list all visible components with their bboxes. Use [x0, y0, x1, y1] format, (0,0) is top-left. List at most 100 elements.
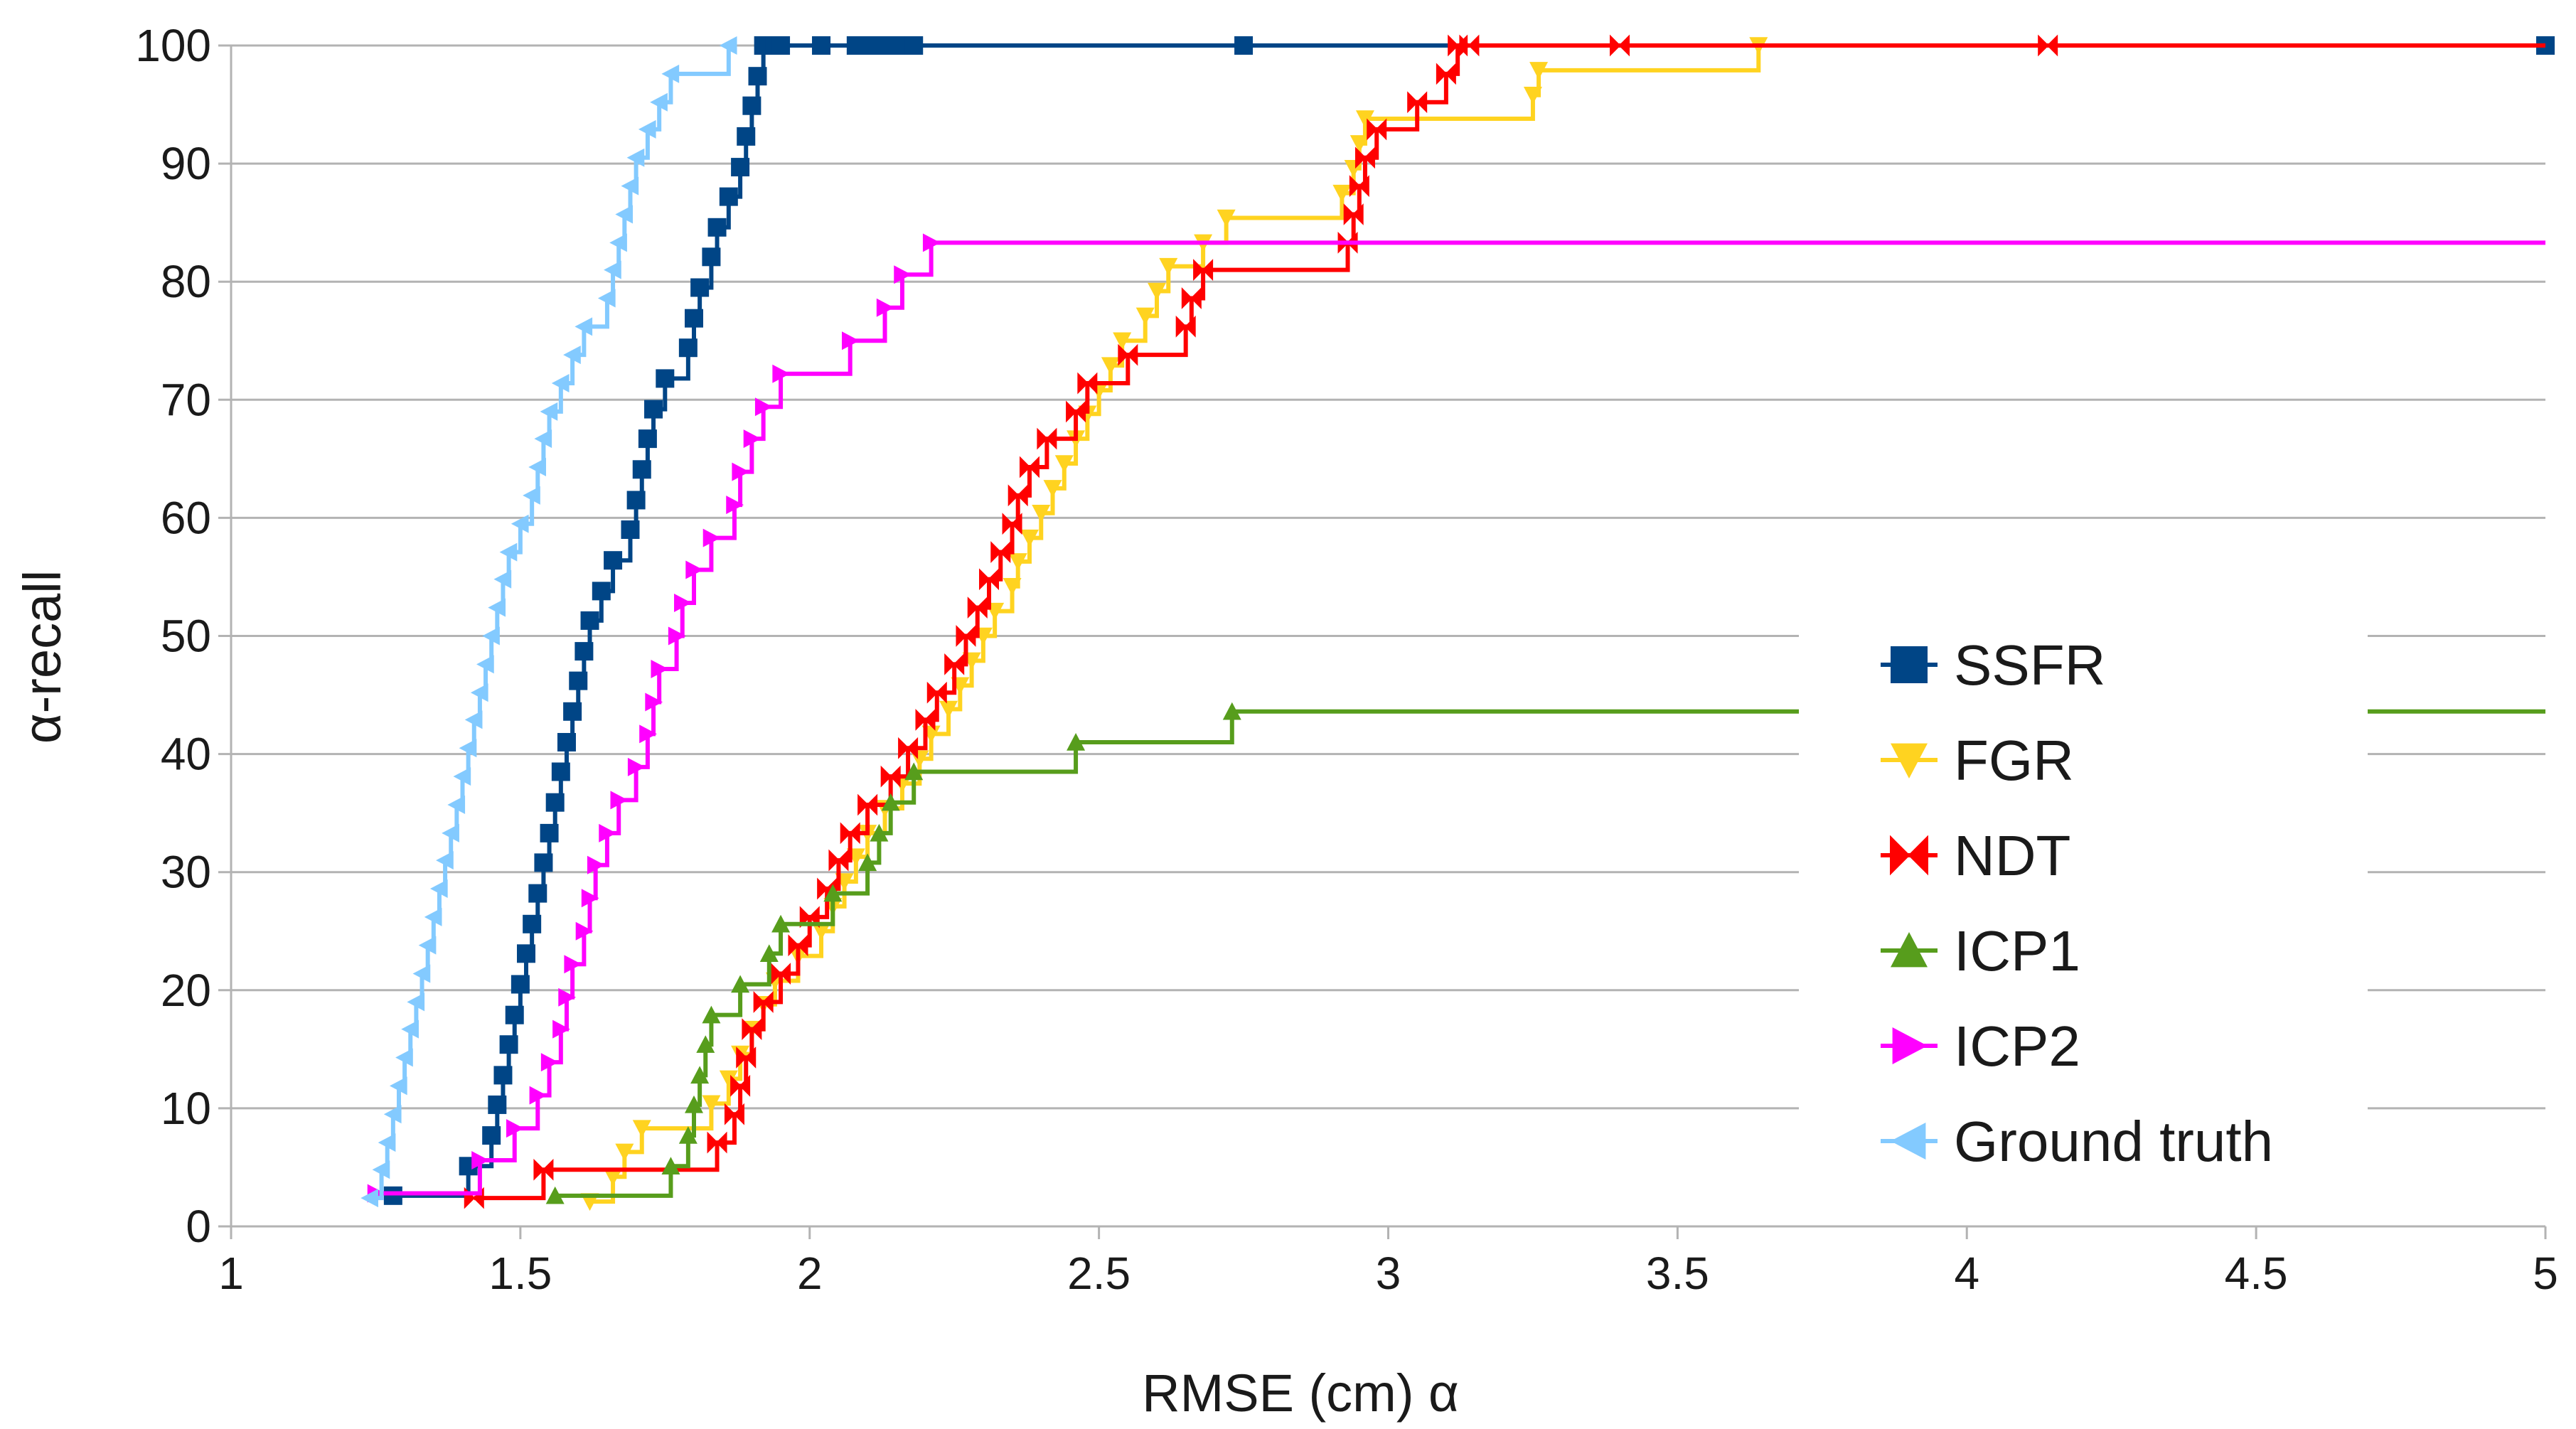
point-ssfr-11	[534, 853, 553, 872]
axes	[218, 44, 2547, 1239]
point-ndt-27	[1037, 427, 1057, 450]
point-fgr-38	[1159, 257, 1178, 276]
point-ground-truth-35	[615, 205, 634, 224]
x-tick-label-4: 4	[1954, 1248, 1979, 1299]
legend-label-fgr: FGR	[1954, 729, 2074, 792]
legend-background	[1799, 626, 2368, 1166]
y-tick-label-10: 10	[161, 1083, 211, 1134]
point-icp1-14	[904, 762, 924, 781]
point-ground-truth-31	[574, 317, 593, 336]
x-tick-label-1.5: 1.5	[488, 1248, 552, 1299]
point-ssfr-34	[731, 158, 750, 177]
point-icp2-15	[645, 692, 663, 712]
point-ground-truth-4	[389, 1076, 407, 1096]
point-ground-truth-10	[424, 907, 442, 926]
point-ground-truth-14	[447, 796, 466, 815]
point-ssfr-21	[604, 551, 623, 570]
point-icp2-1	[471, 1150, 489, 1170]
point-ndt-31	[1175, 315, 1196, 338]
point-ground-truth-25	[523, 486, 540, 505]
point-ssfr-25	[638, 429, 657, 449]
y-tick-label-70: 70	[161, 374, 211, 425]
point-icp2-23	[743, 429, 761, 449]
x-tick-label-3.5: 3.5	[1646, 1248, 1709, 1299]
point-ndt-42	[1459, 34, 1480, 57]
point-ground-truth-34	[609, 233, 627, 252]
point-fgr-43	[1350, 135, 1369, 153]
point-icp2-6	[558, 988, 576, 1007]
point-icp2-24	[754, 397, 773, 417]
y-tick-label-50: 50	[161, 611, 211, 662]
point-icp2-7	[564, 955, 582, 974]
legend-label-ssfr: SSFR	[1954, 633, 2105, 697]
point-icp1-1	[661, 1157, 680, 1174]
x-tick-label-2.5: 2.5	[1067, 1248, 1131, 1299]
point-fgr-27	[1020, 529, 1039, 547]
point-ndt-2	[707, 1131, 727, 1154]
point-ssfr-9	[523, 914, 542, 933]
point-ndt-33	[1193, 259, 1214, 282]
point-fgr-34	[1101, 357, 1120, 375]
point-ground-truth-39	[650, 92, 668, 112]
point-ssfr-49	[904, 36, 924, 55]
series-group	[360, 34, 2555, 1211]
series-line-icp2	[375, 240, 2545, 1196]
point-ssfr-14	[551, 762, 570, 781]
point-icp2-3	[529, 1086, 547, 1105]
point-icp2-2	[506, 1119, 524, 1138]
point-ndt-22	[979, 568, 1000, 591]
point-ndt-16	[898, 737, 919, 759]
point-ndt-12	[828, 849, 849, 872]
point-ground-truth-3	[383, 1105, 402, 1124]
y-tick-label-40: 40	[161, 729, 211, 780]
point-fgr-5	[719, 1070, 738, 1088]
point-ground-truth-17	[464, 710, 483, 729]
point-ndt-39	[1407, 91, 1428, 114]
point-ssfr-15	[557, 732, 576, 751]
y-axis-title: α-recall	[13, 570, 72, 744]
legend-marker-icp1	[1891, 932, 1928, 968]
point-ndt-3	[724, 1103, 744, 1125]
point-fgr-46	[1529, 62, 1549, 80]
point-ground-truth-13	[442, 823, 459, 842]
point-ssfr-2	[482, 1126, 501, 1145]
point-icp1-10	[823, 884, 843, 902]
point-ndt-44	[2038, 34, 2058, 57]
point-ndt-30	[1118, 343, 1138, 366]
point-fgr-35	[1113, 332, 1132, 350]
point-ssfr-19	[580, 611, 599, 630]
point-ssfr-22	[621, 520, 640, 540]
point-ssfr-41	[771, 36, 791, 55]
y-tick-label-60: 60	[161, 492, 211, 543]
point-fgr-36	[1135, 307, 1155, 326]
point-icp2-19	[685, 560, 703, 579]
point-icp1-5	[696, 1035, 715, 1053]
point-fgr-26	[1008, 553, 1027, 571]
point-fgr-40	[1217, 209, 1236, 228]
point-ground-truth-36	[621, 176, 639, 196]
point-ground-truth-24	[511, 514, 529, 533]
point-ssfr-16	[563, 702, 582, 721]
point-icp1-11	[858, 853, 877, 872]
point-ndt-17	[915, 709, 936, 731]
point-ground-truth-8	[412, 964, 431, 983]
point-ground-truth-37	[626, 148, 645, 167]
point-ground-truth-1	[372, 1160, 390, 1179]
point-ground-truth-22	[493, 569, 512, 589]
point-icp2-5	[552, 1019, 570, 1039]
point-icp2-25	[772, 364, 791, 383]
point-fgr-1	[604, 1168, 623, 1187]
point-fgr-28	[1032, 505, 1051, 523]
point-fgr-30	[1054, 455, 1074, 473]
point-icp1-16	[1222, 702, 1241, 720]
point-icp2-26	[842, 331, 860, 350]
point-ndt-1	[533, 1158, 554, 1181]
point-icp1-9	[771, 914, 791, 933]
point-ground-truth-26	[528, 457, 546, 476]
point-ssfr-30	[690, 278, 710, 297]
point-ssfr-13	[545, 793, 565, 812]
point-ground-truth-16	[459, 739, 477, 758]
point-ndt-5	[736, 1047, 757, 1069]
x-tick-label-3: 3	[1376, 1248, 1401, 1299]
point-ssfr-17	[569, 671, 588, 690]
